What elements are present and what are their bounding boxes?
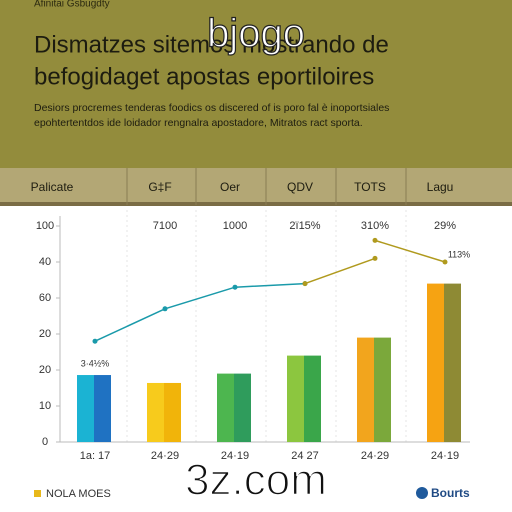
- point: [162, 306, 168, 312]
- top-label: 7100: [153, 220, 177, 232]
- top-label: 29%: [434, 220, 456, 232]
- subtitle-line: epohtertentdos ide loidador rengnalra ap…: [34, 117, 363, 129]
- logo-icon: [416, 487, 428, 499]
- column-header: Palicate: [31, 180, 74, 194]
- x-tick-label: 24 27: [291, 450, 319, 462]
- y-tick-label: 20: [39, 328, 51, 340]
- title-line: befogidaget apostas eportiloires: [34, 63, 374, 90]
- x-tick-label: 24·19: [431, 450, 459, 462]
- y-tick-label: 20: [39, 364, 51, 376]
- top-label: 2ï15%: [289, 220, 320, 232]
- header-bg: [0, 0, 512, 168]
- x-tick-label: 24·29: [151, 450, 179, 462]
- bar: [374, 337, 391, 442]
- column-header: QDV: [287, 180, 313, 194]
- column-header: TOTS: [354, 180, 386, 194]
- top-label: 310%: [361, 220, 389, 232]
- column-band: [0, 168, 512, 206]
- title-line: Dismatzes sitemos mostrando de: [34, 31, 389, 58]
- legend-label: NOLA MOES: [46, 488, 111, 500]
- bar: [304, 355, 321, 442]
- x-tick-label: 1a: 17: [80, 450, 111, 462]
- y-tick-label: 40: [39, 256, 51, 268]
- subtitle-line: Desiors procremes tenderas foodics os di…: [34, 102, 389, 114]
- x-tick-label: 24·19: [221, 450, 249, 462]
- column-header: Lagu: [427, 180, 454, 194]
- line: [304, 257, 376, 285]
- y-tick-label: 100: [36, 220, 54, 232]
- column-header: G‡F: [148, 180, 171, 194]
- bar: [164, 382, 181, 442]
- bar: [77, 375, 94, 442]
- line: [374, 239, 446, 263]
- watermark: 3z.com: [185, 456, 327, 505]
- point: [232, 284, 238, 290]
- y-tick-label: 0: [42, 436, 48, 448]
- bar: [94, 375, 111, 442]
- point-label: 3·4½%: [81, 358, 110, 368]
- point: [92, 338, 98, 344]
- point: [372, 255, 378, 261]
- bar: [147, 382, 164, 442]
- band-edge: [0, 202, 512, 206]
- point: [302, 281, 308, 287]
- bar: [427, 283, 444, 442]
- y-tick-label: 10: [39, 400, 51, 412]
- bar: [234, 373, 251, 442]
- bar: [444, 283, 461, 442]
- top-label: 1000: [223, 220, 247, 232]
- point: [442, 259, 448, 265]
- point: [372, 237, 378, 243]
- bar: [287, 355, 304, 442]
- bar: [217, 373, 234, 442]
- watermark: bjogo: [207, 12, 305, 56]
- kicker: Afinitai Gsbugdty: [34, 0, 110, 10]
- line: [94, 282, 306, 342]
- logo: Bourts: [431, 486, 470, 500]
- point-label: 113%: [448, 249, 470, 259]
- column-header: Oer: [220, 180, 240, 194]
- x-tick-label: 24·29: [361, 450, 389, 462]
- y-tick-label: 60: [39, 292, 51, 304]
- legend-swatch: [34, 490, 41, 497]
- bar: [357, 337, 374, 442]
